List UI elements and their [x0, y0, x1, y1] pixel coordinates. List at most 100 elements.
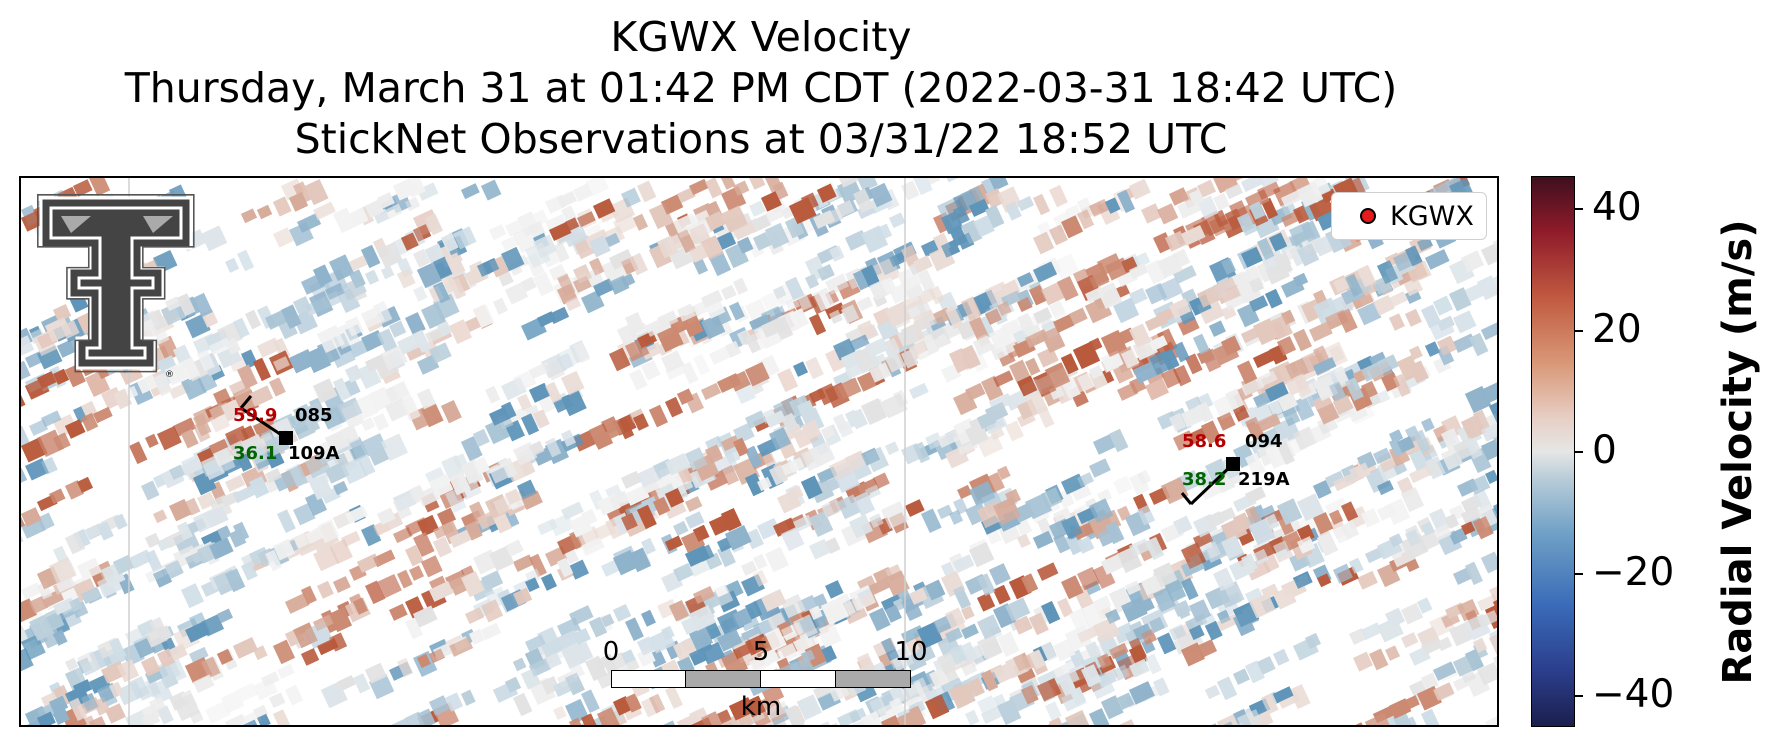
velocity-cell [825, 580, 844, 599]
velocity-cell [1328, 345, 1345, 363]
velocity-cell [837, 178, 858, 188]
velocity-cell [352, 673, 371, 694]
velocity-cell [377, 573, 402, 599]
velocity-cell [76, 557, 102, 581]
velocity-cell [545, 359, 566, 381]
velocity-cell [929, 668, 949, 689]
velocity-cell [732, 277, 748, 295]
velocity-cell [957, 484, 973, 500]
colorbar-tick [1575, 573, 1583, 575]
velocity-cell [584, 178, 609, 197]
velocity-cell [961, 605, 975, 620]
velocity-cell [1097, 488, 1113, 504]
velocity-cell [1385, 645, 1401, 661]
velocity-cell [1045, 701, 1062, 721]
velocity-cell [533, 234, 557, 259]
station-dewpoint: 36.1 [233, 443, 278, 464]
velocity-cell [405, 312, 426, 336]
velocity-cell [1477, 661, 1497, 686]
velocity-cell [77, 715, 97, 725]
velocity-cell [612, 604, 632, 622]
velocity-cell [1089, 458, 1111, 478]
station-wind-direction: 094 [1245, 431, 1283, 452]
velocity-cell [141, 480, 160, 501]
velocity-cell [65, 657, 79, 672]
velocity-cell [373, 519, 392, 536]
velocity-cell [1053, 253, 1080, 281]
velocity-cell [565, 217, 580, 232]
velocity-cell [861, 397, 888, 426]
velocity-cell [252, 357, 271, 382]
velocity-cell [225, 257, 240, 273]
velocity-cell [149, 678, 173, 705]
velocity-cell [1277, 441, 1295, 466]
velocity-cell [1169, 187, 1189, 206]
velocity-cell [472, 456, 490, 475]
scale-tick-label: 10 [894, 637, 928, 667]
velocity-cell [204, 701, 231, 724]
velocity-cell [1453, 310, 1477, 334]
velocity-cell [997, 631, 1020, 658]
velocity-cell [485, 385, 501, 404]
velocity-cell [1029, 612, 1049, 636]
velocity-cell [1040, 600, 1061, 625]
velocity-cell [1293, 328, 1312, 352]
velocity-cell [36, 512, 55, 531]
velocity-cell [852, 269, 871, 291]
radar-map[interactable]: ® KGWX 59.9 085 36.1 109A 58.6 094 38.2 … [19, 176, 1499, 727]
velocity-cell [1224, 208, 1245, 231]
velocity-cell [749, 213, 772, 233]
velocity-cell [765, 206, 785, 224]
velocity-colorbar [1531, 176, 1575, 727]
velocity-cell [1469, 474, 1491, 495]
velocity-cell [224, 474, 246, 492]
velocity-cell [793, 514, 814, 532]
velocity-cell [1309, 178, 1331, 198]
velocity-cell [592, 198, 616, 219]
velocity-cell [1404, 308, 1422, 327]
velocity-cell [1197, 179, 1217, 198]
velocity-cell [692, 585, 715, 604]
velocity-cell [1489, 633, 1497, 658]
velocity-cell [909, 382, 929, 400]
velocity-cell [1324, 497, 1348, 516]
velocity-cell [949, 509, 964, 525]
velocity-cell [209, 724, 225, 725]
velocity-cell [1221, 257, 1236, 275]
velocity-cell [637, 180, 657, 203]
velocity-cell [1368, 648, 1389, 671]
velocity-cell [705, 178, 723, 199]
velocity-cell [1169, 412, 1187, 432]
velocity-cell [389, 603, 408, 621]
velocity-cell [1481, 551, 1497, 574]
velocity-cell [217, 525, 232, 540]
velocity-cell [1389, 291, 1408, 308]
velocity-cell [1141, 203, 1162, 224]
velocity-cell [620, 187, 641, 208]
velocity-cell [1484, 469, 1497, 484]
title-radar-product: KGWX Velocity [610, 13, 912, 61]
velocity-cell [993, 584, 1011, 605]
velocity-cell [1265, 288, 1283, 309]
velocity-cell [621, 470, 642, 489]
velocity-cell [449, 319, 472, 345]
velocity-cell [1037, 677, 1062, 702]
velocity-cell [245, 309, 262, 330]
colorbar-tick-label: 40 [1592, 185, 1642, 230]
radar-site-marker-icon [1360, 208, 1376, 224]
station-wind-direction: 085 [295, 405, 333, 426]
velocity-cell [361, 417, 376, 432]
velocity-cell [1497, 313, 1499, 331]
velocity-cells [21, 178, 1499, 727]
velocity-cell [1353, 651, 1373, 672]
velocity-cell [609, 249, 634, 270]
velocity-cell [1097, 670, 1118, 688]
velocity-cell [1293, 205, 1310, 224]
velocity-cell [721, 726, 742, 727]
velocity-cell [513, 657, 527, 672]
velocity-cell [89, 716, 109, 725]
velocity-cell [1137, 469, 1152, 485]
velocity-cell [1221, 335, 1241, 356]
velocity-cell [649, 648, 667, 668]
velocity-cell [509, 407, 528, 424]
